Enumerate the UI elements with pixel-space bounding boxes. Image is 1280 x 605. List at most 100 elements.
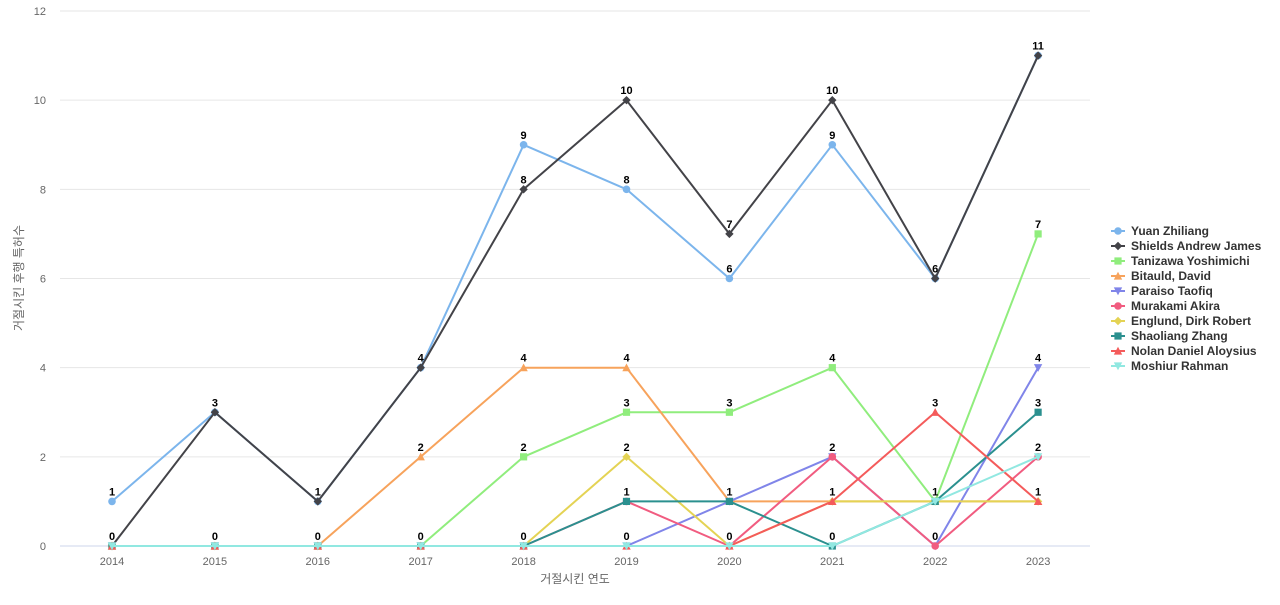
data-label: 6 [726,264,732,276]
data-point [622,408,631,416]
x-tick-label: 2019 [614,556,638,568]
data-label: 4 [418,353,425,365]
data-label: 0 [418,531,424,543]
series-line [111,232,1040,547]
legend-marker [1113,287,1123,296]
legend-label: Englund, Dirk Robert [1131,314,1251,328]
legend-label: Bitauld, David [1131,269,1211,283]
legend-label: Yuan Zhiliang [1131,224,1209,238]
data-point [622,542,631,551]
data-point [931,497,940,506]
legend-label: Tanizawa Yoshimichi [1131,254,1250,268]
legend-item[interactable]: Moshiur Rahman [1111,359,1228,373]
data-label: 2 [521,442,527,454]
data-point [828,95,837,105]
data-point [416,542,425,551]
series-nolan-daniel-aloysius [107,408,1043,550]
data-point [1033,364,1043,372]
data-point [210,408,220,417]
data-point [1033,453,1043,462]
data-point [416,452,425,461]
data-label: 10 [826,85,838,97]
data-label: 2 [1035,442,1041,454]
data-point [313,542,322,551]
legend-item[interactable]: Paraiso Taofiq [1111,284,1213,298]
legend-item[interactable]: Shields Andrew James [1111,239,1262,253]
legend-item[interactable]: Murakami Akira [1111,299,1220,313]
legend-marker [1113,362,1123,371]
data-label: 2 [623,442,629,454]
data-label: 8 [521,174,527,186]
legend-item[interactable]: Yuan Zhiliang [1111,224,1209,238]
data-point [1033,497,1043,506]
legend-marker [1114,332,1122,340]
data-point [519,542,528,551]
data-point [519,185,528,194]
data-labels: 1030104209842010843210763101094210631011… [109,41,1044,543]
legend-item[interactable]: Englund, Dirk Robert [1111,314,1251,328]
data-point [519,363,528,372]
y-tick-label: 8 [40,184,46,196]
series-shaoliang-zhang [108,408,1042,550]
x-tick-label: 2017 [408,556,432,568]
legend-marker [1114,227,1122,235]
x-tick-label: 2023 [1026,556,1050,568]
legend-label: Nolan Daniel Aloysius [1131,344,1257,358]
data-label: 1 [726,486,732,498]
data-label: 1 [623,486,629,498]
data-label: 7 [1035,219,1041,231]
data-label: 6 [932,264,938,276]
legend-item[interactable]: Tanizawa Yoshimichi [1111,254,1250,268]
legend-item[interactable]: Bitauld, David [1111,269,1211,283]
y-tick-label: 6 [40,274,46,286]
x-tick-label: 2021 [820,556,844,568]
series-line [111,411,1040,547]
data-label: 4 [829,353,836,365]
legend-item[interactable]: Shaoliang Zhang [1111,329,1228,343]
data-label: 0 [623,531,629,543]
data-point [520,453,528,461]
legend-label: Moshiur Rahman [1131,359,1228,373]
data-label: 4 [623,353,630,365]
data-label: 4 [521,353,528,365]
series-line [111,54,1040,547]
data-point [725,229,734,239]
data-point [107,542,117,551]
data-point [931,408,940,416]
data-point [416,363,425,372]
data-label: 0 [932,531,938,543]
legend-marker [1113,271,1123,280]
data-label: 1 [315,486,321,498]
data-label: 0 [521,531,527,543]
data-label: 1 [109,486,115,498]
legend-marker [1113,316,1123,326]
legend-marker [1114,302,1122,310]
data-point [622,452,631,462]
data-point [313,497,322,506]
data-point [828,140,837,149]
x-tick-label: 2016 [306,556,330,568]
data-label: 8 [623,174,629,186]
x-tick-label: 2020 [717,556,741,568]
data-point [622,95,631,105]
series-line [111,455,1040,547]
data-point [828,364,836,372]
data-point [519,140,528,149]
data-label: 1 [1035,486,1041,498]
data-label: 0 [212,531,218,543]
y-tick-label: 0 [40,541,46,553]
legend-label: Shaoliang Zhang [1131,329,1228,343]
data-point [622,497,631,506]
data-label: 9 [829,130,835,142]
data-point [828,497,837,506]
data-label: 0 [726,531,732,543]
x-axis-title: 거절시킨 연도 [540,572,610,586]
data-label: 1 [829,486,835,498]
legend-item[interactable]: Nolan Daniel Aloysius [1111,344,1257,358]
data-point [725,274,734,283]
data-label: 0 [829,531,835,543]
y-tick-label: 12 [34,6,46,18]
data-point [931,542,939,550]
